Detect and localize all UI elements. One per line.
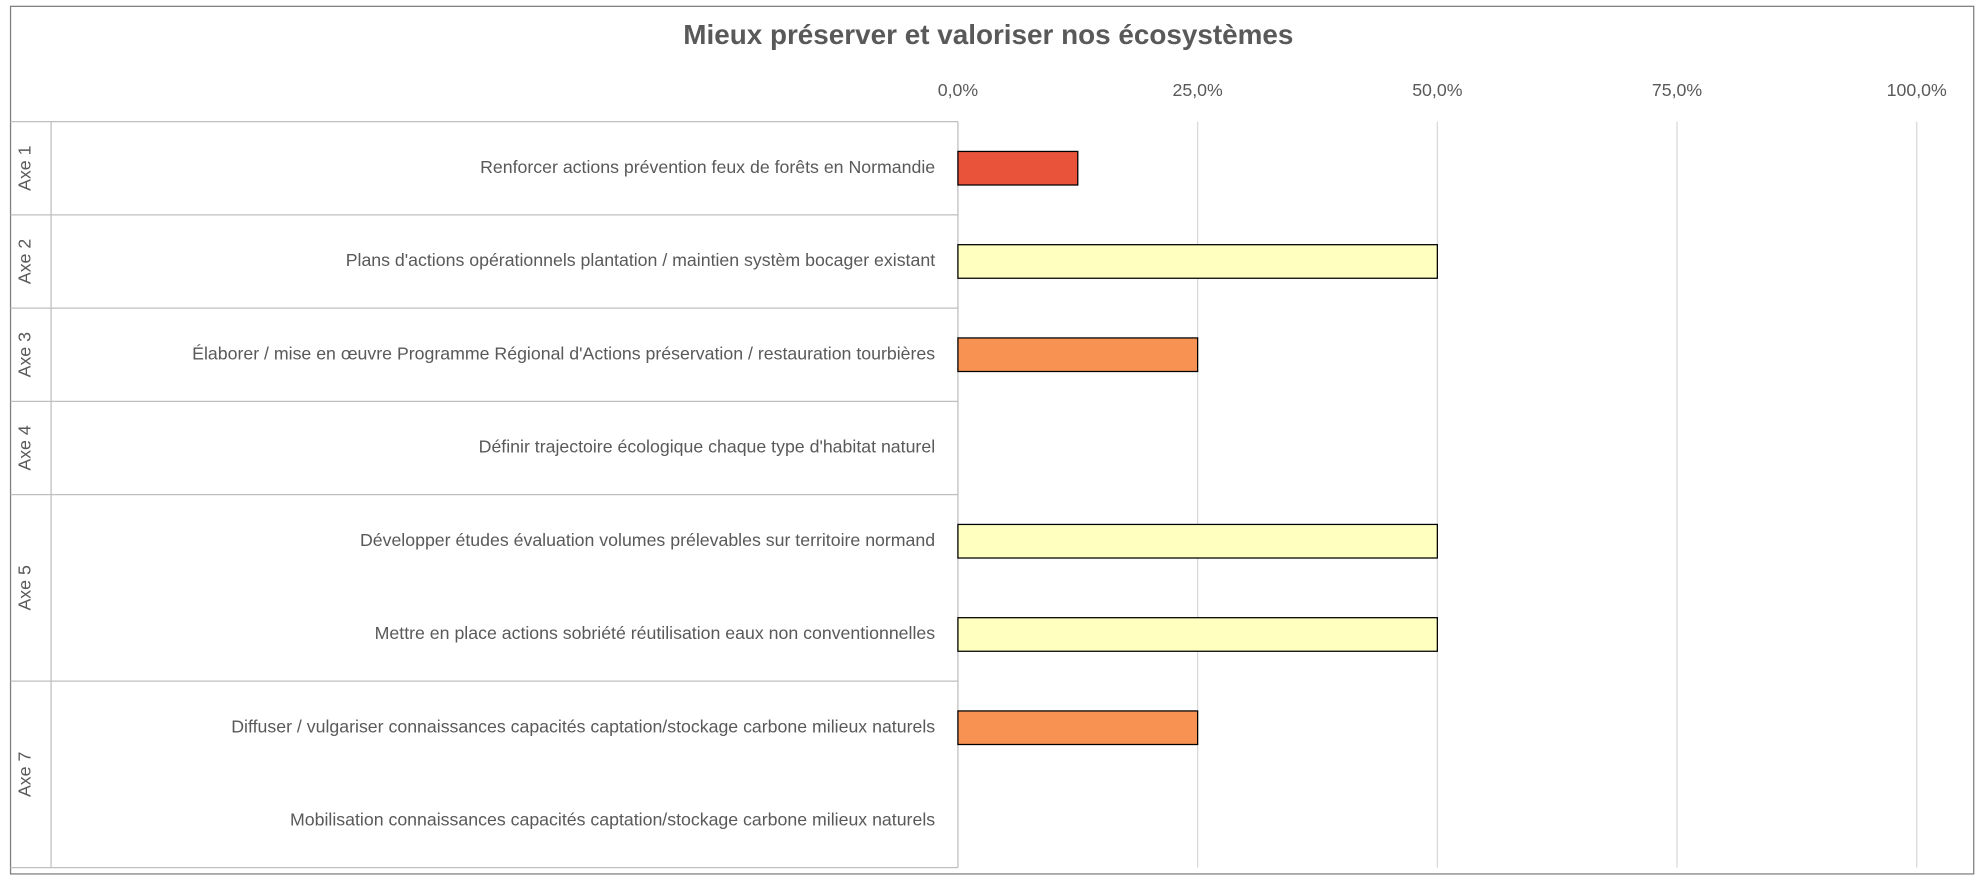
y-tick-label: Plans d'actions opérationnels plantation… <box>346 250 936 270</box>
x-tick-label: 25,0% <box>1173 80 1223 100</box>
bar <box>957 244 1438 279</box>
y-tick-label: Renforcer actions prévention feux de for… <box>480 157 935 177</box>
bar <box>957 710 1199 746</box>
y-tick-label: Diffuser / vulgariser connaissances capa… <box>231 716 935 736</box>
group-label: Axe 3 <box>14 332 34 377</box>
group-label: Axe 2 <box>14 239 34 284</box>
y-tick-label: Mobilisation connaissances capacités cap… <box>290 810 935 830</box>
bar <box>957 337 1199 373</box>
group-label: Axe 5 <box>14 565 34 610</box>
y-tick-label: Mettre en place actions sobriété réutili… <box>375 623 936 643</box>
x-tick-label: 50,0% <box>1412 80 1462 100</box>
x-tick-label: 100,0% <box>1887 80 1947 100</box>
bar <box>957 150 1079 186</box>
y-tick-label: Définir trajectoire écologique chaque ty… <box>479 437 935 457</box>
group-label: Axe 4 <box>14 425 34 470</box>
x-tick-label: 0,0% <box>938 80 979 100</box>
y-tick-label: Élaborer / mise en œuvre Programme Régio… <box>192 343 935 363</box>
x-tick-label: 75,0% <box>1652 80 1702 100</box>
y-tick-label: Développer études évaluation volumes pré… <box>360 530 935 550</box>
bar <box>957 523 1438 559</box>
group-label: Axe 7 <box>14 752 34 797</box>
chart-title: Mieux préserver et valoriser nos écosyst… <box>683 19 1293 50</box>
group-label: Axe 1 <box>14 146 34 191</box>
bar <box>957 617 1438 652</box>
